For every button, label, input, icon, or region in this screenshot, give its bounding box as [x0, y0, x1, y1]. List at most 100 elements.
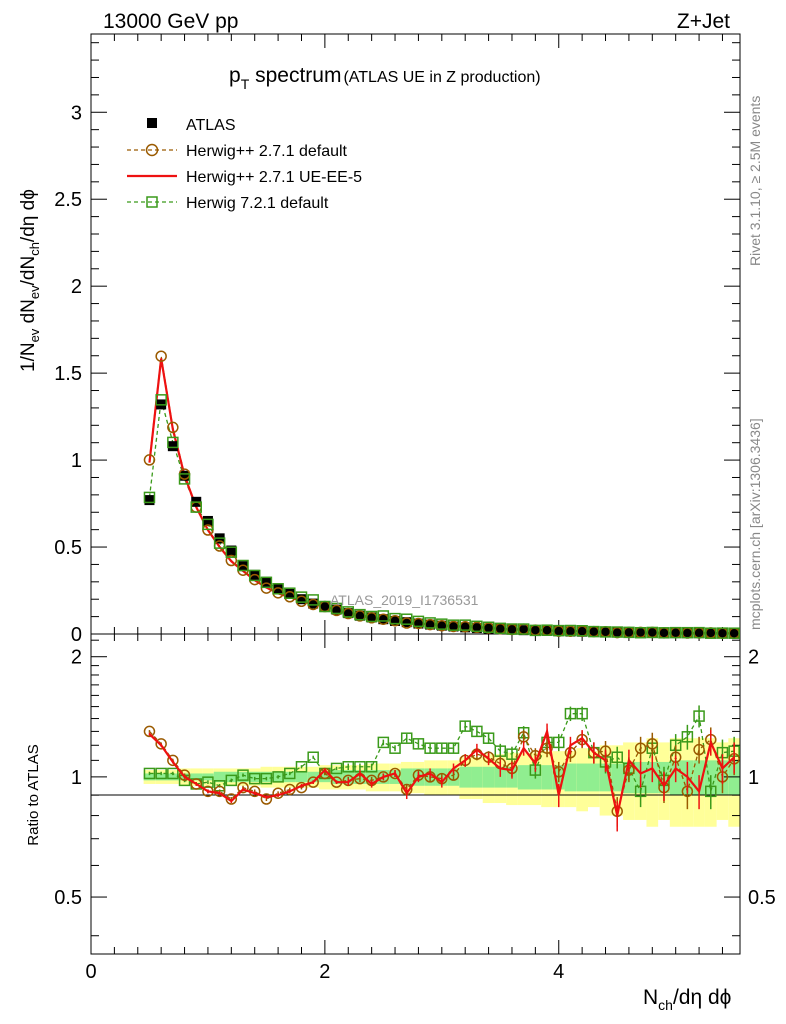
- h721-point: [272, 583, 284, 595]
- band-inner: [541, 765, 553, 790]
- atlas-point: [729, 628, 740, 639]
- h721-point: [342, 606, 355, 618]
- h721-ratio-point: [272, 771, 284, 783]
- h721-point: [564, 624, 577, 637]
- h721-point: [716, 627, 729, 639]
- h721-ratio-point: [576, 707, 588, 720]
- ratio-y-tick-label-right: 2: [748, 647, 759, 669]
- y-tick-label: 1: [71, 450, 82, 472]
- h721-point: [284, 587, 296, 599]
- band-inner: [225, 771, 238, 783]
- h721-point: [494, 622, 507, 635]
- h721-point: [447, 619, 460, 631]
- h721-point: [143, 491, 156, 504]
- h271-point: [167, 421, 179, 434]
- atlas-point: [167, 441, 178, 452]
- atlas-point: [658, 627, 669, 638]
- h721-point: [400, 613, 413, 625]
- atlas-point: [308, 598, 319, 609]
- h721-ratio-point: [611, 751, 623, 763]
- atlas-point: [319, 602, 330, 613]
- h721-ratio-point: [202, 776, 214, 788]
- atlas-point: [553, 626, 564, 637]
- h721-ratio-point: [225, 774, 238, 787]
- h271-ratio-point: [190, 778, 202, 790]
- legend: ATLAS Herwig++ 2.7.1 default Herwig++ 2.…: [127, 117, 362, 212]
- band-inner: [155, 773, 168, 781]
- atlas-point: [588, 626, 599, 637]
- atlas-point: [670, 627, 681, 638]
- atlas-point: [577, 626, 588, 637]
- h721-point: [646, 626, 659, 639]
- band-inner: [295, 771, 308, 783]
- band-inner: [389, 770, 401, 784]
- h271-ratio-point: [260, 793, 273, 805]
- h721-point: [576, 624, 588, 637]
- h721-point: [623, 626, 635, 639]
- atlas-point: [483, 623, 494, 634]
- h271-point: [155, 350, 167, 362]
- h721-point: [529, 624, 542, 637]
- atlas-point: [623, 627, 634, 638]
- h721-point: [693, 626, 705, 639]
- atlas-point: [705, 628, 716, 639]
- h721-ratio-point: [284, 767, 296, 780]
- h721-ratio-point: [248, 772, 261, 785]
- band-inner: [143, 773, 156, 781]
- atlas-point: [273, 583, 284, 594]
- atlas-point: [284, 589, 295, 599]
- h721-point: [482, 621, 495, 634]
- band-inner: [190, 773, 203, 781]
- atlas-point: [331, 604, 342, 615]
- atlas-point: [506, 624, 517, 635]
- h721-ratio-point: [552, 736, 565, 749]
- title-small: (ATLAS UE in Z production): [343, 69, 540, 86]
- h271-ratio-point: [178, 769, 191, 781]
- atlas-point: [460, 622, 471, 633]
- h271-ratio-point: [307, 776, 319, 788]
- h721-point: [155, 394, 167, 406]
- atlas-point: [296, 594, 307, 605]
- ratio-y-tick-label: 1: [71, 767, 82, 789]
- band-inner: [167, 773, 179, 781]
- h271-ratio-point: [693, 743, 705, 756]
- y-tick-label: 3: [71, 102, 82, 124]
- h721-ratio-point: [412, 738, 425, 750]
- h721-ratio-point: [389, 742, 401, 754]
- legend-label-h721: Herwig 7.2.1 default: [186, 195, 329, 212]
- h721-point: [237, 559, 249, 572]
- atlas-point: [717, 628, 728, 639]
- atlas-point: [471, 623, 482, 634]
- atlas-point: [682, 627, 693, 638]
- y-tick-label: 2: [71, 276, 82, 298]
- atlas-point: [694, 628, 705, 639]
- h721-point: [225, 546, 238, 558]
- h721-ratio-point: [424, 742, 436, 754]
- atlas-point: [202, 515, 213, 526]
- h721-point: [365, 610, 378, 623]
- header-right: Z+Jet: [677, 10, 730, 33]
- rivet-label: Rivet 3.1.10, ≥ 2.5M events: [747, 96, 763, 266]
- h271-ratio-point: [389, 767, 401, 780]
- atlas-point: [144, 495, 155, 506]
- band-inner: [400, 768, 413, 786]
- atlas-point: [530, 625, 541, 636]
- h721-point: [248, 569, 261, 582]
- band-inner: [482, 766, 495, 788]
- atlas-point: [612, 627, 623, 638]
- title-rest: spectrum: [249, 64, 341, 87]
- h721-ratio-point: [377, 736, 390, 749]
- band-inner: [517, 765, 530, 790]
- h271-ratio-point: [377, 771, 390, 783]
- atlas-point: [448, 621, 459, 632]
- band-inner: [599, 763, 612, 792]
- band-inner: [471, 766, 483, 788]
- h271-point: [225, 554, 238, 567]
- atlas-point: [226, 545, 237, 556]
- atlas-point: [366, 612, 377, 623]
- band-inner: [237, 771, 249, 783]
- h721-ratio-point: [330, 762, 343, 775]
- h721-point: [295, 591, 308, 603]
- h721-point: [506, 623, 518, 635]
- h271-ratio-line: [148, 730, 735, 812]
